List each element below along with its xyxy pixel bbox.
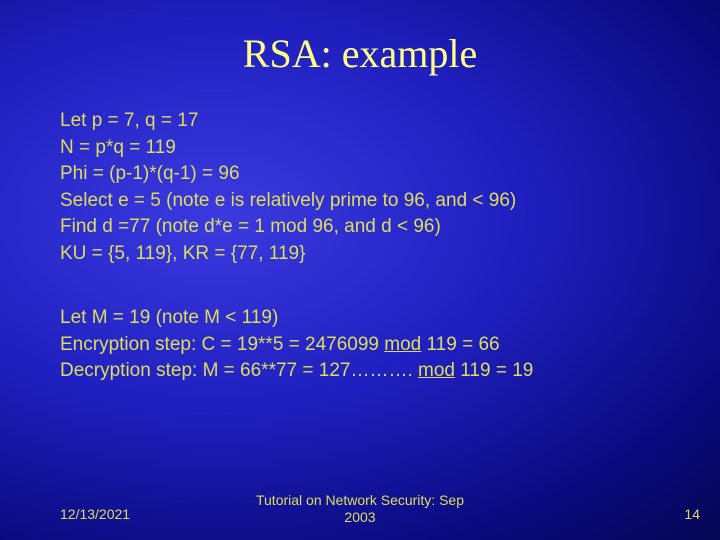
text-line: N = p*q = 119 [60, 135, 680, 162]
footer-page-number: 14 [684, 506, 700, 522]
underlined-text: mod [418, 360, 455, 381]
text-line: Find d =77 (note d*e = 1 mod 96, and d <… [60, 214, 680, 241]
text-line: Let M = 19 (note M < 119) [60, 305, 680, 332]
text-line: KU = {5, 119}, KR = {77, 119} [60, 241, 680, 268]
text-line: Decryption step: M = 66**77 = 127………. mo… [60, 358, 680, 385]
text-span: 119 = 66 [421, 334, 499, 355]
text-span: 119 = 19 [455, 360, 533, 381]
footer-center-line1: Tutorial on Network Security: Sep [256, 492, 464, 508]
text-line: Phi = (p-1)*(q-1) = 96 [60, 161, 680, 188]
content-block-2: Let M = 19 (note M < 119) Encryption ste… [60, 305, 680, 385]
text-line: Let p = 7, q = 17 [60, 108, 680, 135]
text-span: Decryption step: M = 66**77 = 127………. [60, 360, 418, 381]
footer-center-line2: 2003 [344, 509, 375, 525]
content-block-1: Let p = 7, q = 17 N = p*q = 119 Phi = (p… [60, 108, 680, 268]
text-line: Encryption step: C = 19**5 = 2476099 mod… [60, 332, 680, 359]
text-span: Encryption step: C = 19**5 = 2476099 [60, 334, 384, 355]
slide-title: RSA: example [0, 30, 720, 77]
text-line: Select e = 5 (note e is relatively prime… [60, 188, 680, 215]
footer-center: Tutorial on Network Security: Sep 2003 [0, 492, 720, 526]
underlined-text: mod [384, 334, 421, 355]
